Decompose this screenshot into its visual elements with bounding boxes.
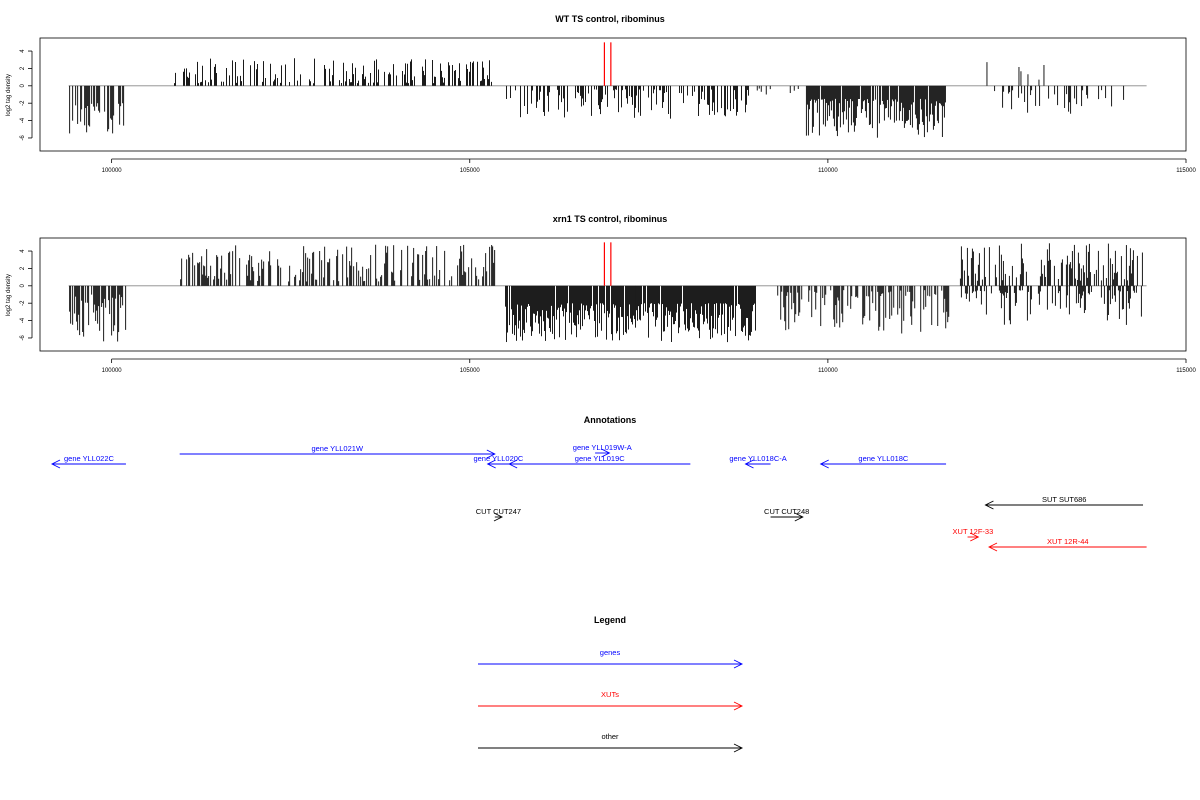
feature-label: gene YLL020C [473,454,523,463]
panel-title: xrn1 TS control, ribominus [553,214,668,224]
annotation-feature: XUT 12F-33 [953,527,994,542]
feature-label: SUT SUT686 [1042,495,1086,504]
bar-layer [68,42,1147,138]
arrow-left-icon [988,542,998,552]
annotation-feature: gene YLL022C [50,454,126,469]
bar-layer [68,242,1147,343]
plot-frame [39,237,1187,352]
y-tick-label: 4 [20,49,26,53]
x-tick-label: 105000 [460,168,481,174]
y-tick-label: 2 [20,66,26,70]
arrow-right-icon [970,532,980,542]
annotation-feature: gene YLL021W [179,444,496,459]
arrow-right-icon [601,448,611,458]
legend-label: genes [600,648,621,657]
x-tick-label: 115000 [1176,368,1196,374]
x-tick-label: 110000 [818,168,838,174]
annotation-feature: SUT SUT686 [984,495,1144,510]
legend-entries: genes XUTs other [478,648,744,753]
y-tick-label: 0 [20,283,26,287]
x-tick-label: 105000 [460,368,481,374]
plot-frame [39,37,1187,152]
feature-label: gene YLL018C-A [729,454,786,463]
feature-label: gene YLL018C [858,454,908,463]
annotations-title: Annotations [584,415,637,425]
arrow-right-icon [794,512,804,522]
annotation-features: gene YLL022C gene YLL021W gene YLL020C gene… [50,443,1147,552]
legend-title: Legend [594,615,626,625]
annotation-feature: CUT CUT247 [476,507,521,522]
feature-label: XUT 12F-33 [953,527,994,536]
y-tick-label: 4 [20,249,26,253]
y-tick-label: -6 [20,335,26,341]
feature-label: gene YLL022C [64,454,114,463]
x-tick-label: 110000 [818,368,838,374]
annotation-feature: gene YLL019W-A [573,443,632,458]
arrow-right-icon [486,449,496,459]
panel-title: WT TS control, ribominus [555,14,665,24]
y-tick-label: -6 [20,135,26,141]
y-tick-label: -2 [20,300,26,306]
legend-panel: Legend genes XUTs other [478,615,744,753]
y-tick-label: -2 [20,100,26,106]
y-axis-label: log2 tag density [6,74,12,116]
feature-label: XUT 12R-44 [1047,537,1089,546]
legend-label: other [601,732,619,741]
annotation-feature: gene YLL018C-A [729,454,787,469]
annotation-feature: CUT CUT248 [764,507,809,522]
feature-label: gene YLL019W-A [573,443,632,452]
arrow-left-icon [50,459,61,469]
y-tick-label: -4 [20,117,26,123]
feature-label: CUT CUT248 [764,507,809,516]
y-tick-label: 2 [20,266,26,270]
arrow-left-icon [744,459,754,469]
feature-label: gene YLL021W [311,444,363,453]
y-axis-label: log2 tag density [6,274,12,316]
legend-entry: other [478,732,744,753]
arrow-left-icon [819,459,829,469]
arrow-left-icon [984,500,994,510]
x-tick-label: 100000 [102,368,123,374]
axis-layer: 4 2 0 -2 -4 -6 100000 105000 110000 115000 [20,49,1196,174]
legend-entry: XUTs [478,690,744,711]
x-tick-label: 115000 [1176,168,1196,174]
track-panel-xrn1: xrn1 TS control, ribominus log2 tag dens… [6,214,1196,374]
axis-layer: 4 2 0 -2 -4 -6 100000 105000 110000 115000 [20,249,1196,374]
y-tick-label: 0 [20,83,26,87]
annotation-feature: XUT 12R-44 [988,537,1147,552]
arrow-right-icon [493,512,503,522]
annotation-feature: gene YLL019C [508,454,691,469]
arrow-right-icon [733,659,744,669]
feature-label: gene YLL019C [575,454,625,463]
feature-label: CUT CUT247 [476,507,521,516]
x-tick-label: 100000 [102,168,123,174]
track-panel-wt: WT TS control, ribominus log2 tag densit… [6,14,1196,174]
y-tick-label: -4 [20,317,26,323]
annotation-feature: gene YLL018C [819,454,947,469]
arrow-right-icon [733,701,744,711]
legend-label: XUTs [601,690,619,699]
arrow-right-icon [733,743,744,753]
arrow-left-icon [508,459,518,469]
arrow-left-icon [486,459,496,469]
annotation-feature: gene YLL020C [473,454,524,469]
legend-entry: genes [478,648,744,669]
